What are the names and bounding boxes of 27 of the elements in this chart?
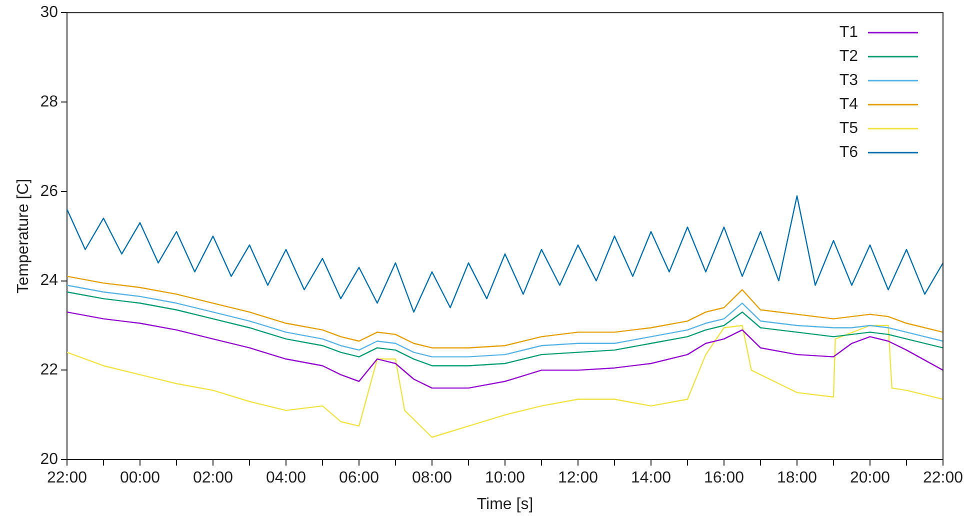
x-tick-label: 02:00 [192,470,234,487]
y-tick-label: 24 [40,272,58,290]
legend-label: T5 [839,120,858,138]
x-tick-label: 22:00 [46,470,88,487]
legend-label: T3 [839,72,858,90]
x-tick-label: 04:00 [266,470,306,487]
y-tick-label: 22 [40,362,58,379]
legend-label: T1 [839,24,858,42]
legend-label: T4 [839,96,858,114]
x-tick-label: 20:00 [850,470,890,487]
legend-label: T2 [839,48,858,66]
y-tick-label: 26 [40,182,58,200]
x-tick-label: 12:00 [558,470,598,487]
legend-label: T6 [839,144,858,162]
x-tick-label: 14:00 [630,470,672,487]
y-tick-label: 28 [40,93,58,110]
x-tick-label: 10:00 [484,470,526,487]
y-axis-title: Temperature [C] [15,178,32,294]
x-axis-title: Time [s] [476,496,534,513]
x-tick-label: 16:00 [704,470,744,487]
y-tick-label: 30 [40,4,58,22]
x-tick-label: 08:00 [412,470,452,487]
x-tick-label: 00:00 [120,470,160,487]
x-tick-label: 18:00 [776,470,818,487]
x-tick-label: 06:00 [338,470,380,487]
x-tick-label: 22:00 [922,470,964,487]
y-tick-label: 20 [40,451,58,468]
